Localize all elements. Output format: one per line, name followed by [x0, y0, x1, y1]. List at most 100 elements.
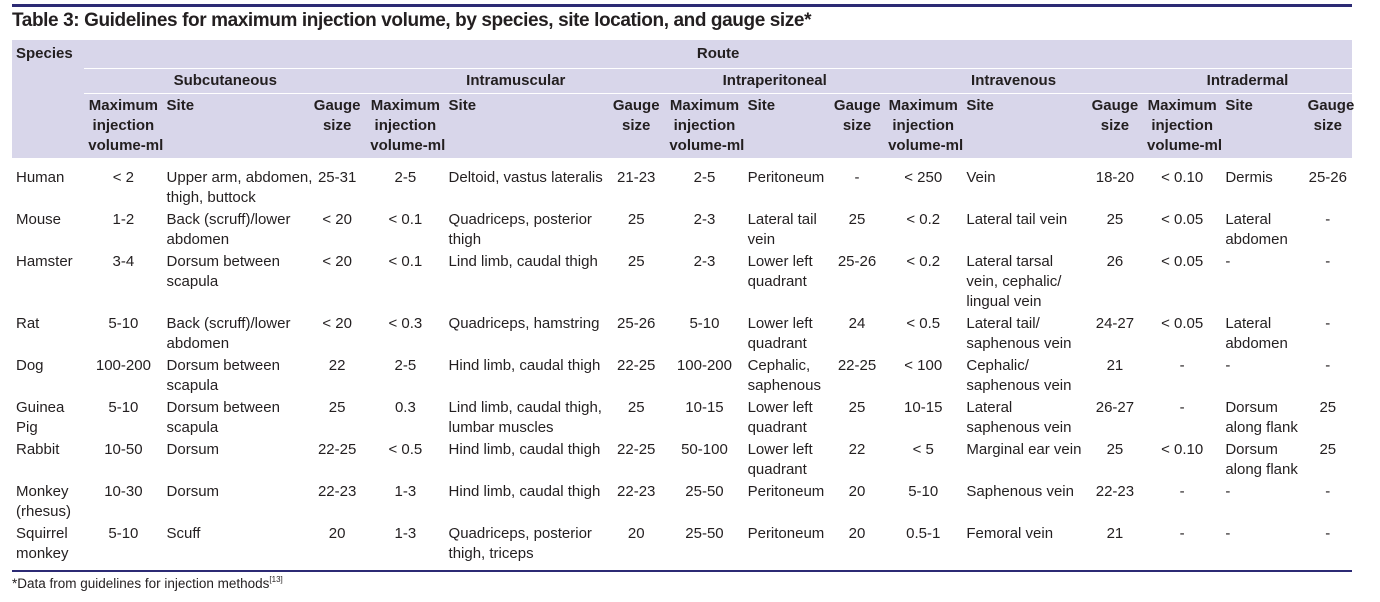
ip-gauge-cell: 25 — [848, 211, 866, 228]
ip-site-header: Site — [747, 97, 776, 114]
id-gauge-cell: - — [1325, 483, 1331, 500]
species-cell: Human — [12, 158, 84, 210]
cell-line: Vein — [966, 169, 996, 186]
id-gauge-cell: 25-26 — [1308, 169, 1347, 186]
route-subcutaneous: Subcutaneous — [84, 68, 367, 94]
sc-site-cell: Dorsum between scapula — [163, 398, 309, 440]
cell-line: saphenous vein — [966, 335, 1072, 352]
header-line: Gauge — [1307, 97, 1355, 114]
im-site-cell: Quadriceps, hamstring — [445, 314, 608, 356]
sc-gauge-cell: 22-23 — [317, 483, 357, 500]
sc-max-volume-cell: 5-10 — [108, 315, 139, 332]
cell-line: Lateral tarsal — [966, 253, 1054, 270]
im-site-cell: Quadriceps, posterior thigh, triceps — [445, 524, 608, 566]
sc-site-header: Site — [166, 97, 195, 114]
id-max-volume-cell: < 0.05 — [1161, 211, 1204, 228]
header-line: injection — [1151, 117, 1213, 134]
cell-line: abdomen — [1225, 231, 1288, 248]
cell-line: Lateral tail/ — [966, 315, 1040, 332]
im-gauge-cell: 25 — [627, 253, 645, 270]
cell-line: quadrant — [747, 273, 807, 290]
iv-site-cell: Marginal ear vein — [962, 440, 1086, 482]
im-gauge-header: Gauge size — [607, 94, 665, 159]
cell-line: Hind limb, caudal thigh — [448, 483, 601, 500]
route-intravenous: Intravenous — [884, 68, 1144, 94]
header-line: injection — [374, 117, 437, 134]
sc-site-cell: Dorsum between scapula — [163, 356, 309, 398]
im-gauge-cell: 22-25 — [617, 357, 656, 374]
cell-line: Lower left — [747, 399, 813, 416]
id-max-volume-cell: < 0.10 — [1161, 441, 1204, 458]
sc-max-volume-header: Maximum injection volume-ml — [84, 94, 163, 159]
cell-line: Lower left — [747, 441, 813, 458]
iv-max-volume-cell: 0.5-1 — [906, 525, 941, 542]
cell-line: Deltoid, vastus lateralis — [448, 169, 603, 186]
im-max-volume-cell: < 0.5 — [388, 441, 423, 458]
ip-site-cell: Lower left quadrant — [744, 440, 830, 482]
ip-gauge-cell: 25-26 — [837, 253, 877, 270]
header-line: volume-ml — [669, 137, 745, 154]
header-line: Gauge — [612, 97, 660, 114]
cell-line: saphenous vein — [966, 419, 1072, 436]
iv-site-cell: Vein — [962, 158, 1086, 210]
iv-gauge-cell: 22-23 — [1095, 483, 1135, 500]
ip-site-cell: Peritoneum — [744, 482, 830, 524]
table-row: Hamster 3-4 Dorsum between scapula < 20 < 0.1… — [12, 252, 1352, 314]
header-line: size — [322, 117, 352, 134]
im-max-volume-header: Maximum injection volume-ml — [366, 94, 445, 159]
id-gauge-cell: - — [1325, 211, 1331, 228]
ip-max-volume-cell: 25-50 — [685, 483, 724, 500]
cell-line: abdomen — [1225, 335, 1288, 352]
iv-max-volume-cell: 10-15 — [904, 399, 943, 416]
cell-line: Cephalic/ — [966, 357, 1029, 374]
ip-gauge-cell: 24 — [848, 315, 866, 332]
id-gauge-cell: - — [1325, 253, 1331, 270]
cell-line: Lind limb, caudal thigh — [448, 253, 598, 270]
cell-line: Rabbit — [16, 441, 60, 458]
header-line: size — [842, 117, 872, 134]
header-line: size — [1100, 117, 1130, 134]
title-rule — [12, 4, 1352, 7]
cell-line: - — [1225, 483, 1231, 500]
iv-gauge-cell: 26 — [1106, 253, 1124, 270]
cell-line: quadrant — [747, 419, 807, 436]
ip-gauge-cell: - — [854, 169, 860, 186]
sc-max-volume-cell: 10-30 — [104, 483, 143, 500]
cell-line: Marginal ear vein — [966, 441, 1082, 458]
cell-line: along flank — [1225, 461, 1298, 478]
sc-max-volume-cell: 10-50 — [104, 441, 143, 458]
ip-gauge-cell: 22 — [848, 441, 866, 458]
ip-site-cell: Peritoneum — [744, 158, 830, 210]
sc-max-volume-cell: 1-2 — [112, 211, 135, 228]
id-max-volume-cell: - — [1179, 399, 1185, 416]
iv-site-cell: Lateral saphenous vein — [962, 398, 1086, 440]
sc-gauge-cell: 25 — [328, 399, 346, 416]
ip-gauge-cell: 20 — [848, 483, 866, 500]
id-site-cell: - — [1221, 524, 1303, 566]
im-site-cell: Quadriceps, posterior thigh — [445, 210, 608, 252]
footnote-text: *Data from guidelines for injection meth… — [12, 576, 270, 591]
footnote-reference: [13] — [269, 575, 283, 584]
cell-line: Peritoneum — [747, 483, 825, 500]
iv-site-cell: Lateral tail/saphenous vein — [962, 314, 1086, 356]
id-gauge-cell: 25 — [1319, 441, 1337, 458]
ip-max-volume-header: Maximum injection volume-ml — [665, 94, 745, 159]
sc-max-volume-cell: 5-10 — [108, 399, 139, 416]
sc-gauge-cell: 25-31 — [317, 169, 357, 186]
cell-line: Mouse — [16, 211, 62, 228]
cell-line: Lateral tail — [747, 211, 817, 228]
header-line: Maximum — [669, 97, 740, 114]
ip-gauge-cell: 20 — [848, 525, 866, 542]
sc-site-cell: Back (scruff)/lower abdomen — [163, 314, 309, 356]
sc-site-cell: Dorsum — [163, 482, 309, 524]
cell-line: along flank — [1225, 419, 1298, 436]
iv-site-cell: Cephalic/saphenous vein — [962, 356, 1086, 398]
id-max-volume-cell: - — [1179, 483, 1185, 500]
cell-line: scapula — [166, 273, 219, 290]
id-max-volume-cell: < 0.05 — [1161, 315, 1204, 332]
cell-line: Dorsum — [166, 483, 220, 500]
header-line: injection — [92, 117, 155, 134]
iv-max-volume-cell: < 0.2 — [906, 211, 941, 228]
ip-gauge-cell: 25 — [848, 399, 866, 416]
cell-line: Lind limb, caudal thigh, — [448, 399, 602, 416]
